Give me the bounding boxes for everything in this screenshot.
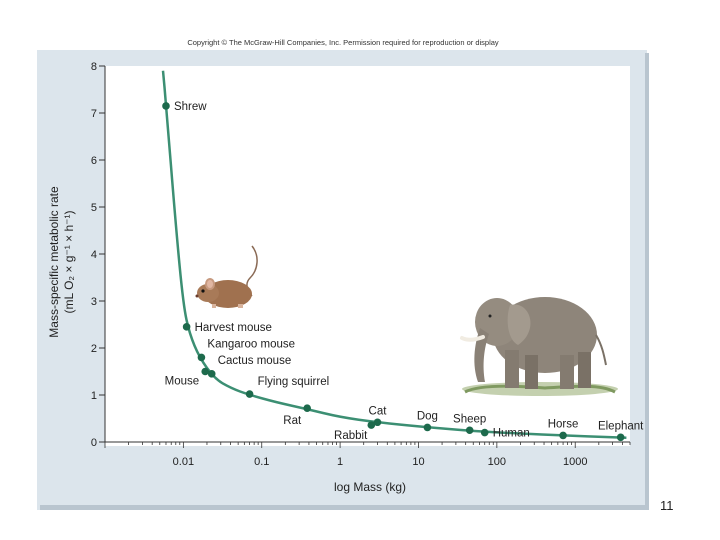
point-label: Cactus mouse [218,355,292,367]
data-point-rabbit [367,421,376,429]
x-tick-label: 100 [488,456,506,468]
panel-shadow-bottom [40,505,649,510]
y-tick-label: 5 [91,202,97,214]
x-axis-title: log Mass (kg) [334,480,406,494]
data-point-harvest-mouse [182,323,191,331]
data-point-flying-squirrel [245,390,254,398]
point-label: Rat [283,415,302,427]
x-tick-label: 1000 [563,456,587,468]
point-label: Dog [417,410,438,422]
curve-layer [161,70,627,440]
y-tick-label: 7 [91,108,97,120]
y-axis-units: (mL O₂ × g⁻¹ × h⁻¹) [62,211,76,314]
x-tick-label: 0.1 [254,456,269,468]
point-label: Harvest mouse [195,322,272,334]
point-label: Elephant [598,420,644,432]
y-axis-title: Mass-specific metabolic rate [47,186,61,338]
data-point-horse [559,431,567,440]
point-label: Kangaroo mouse [207,338,295,350]
y-tick-label: 8 [91,61,97,73]
point-label: Horse [548,418,579,430]
page-number: 11 [660,498,674,513]
y-tick-label: 0 [91,437,97,449]
data-point-cat [373,418,382,427]
point-label: Sheep [453,413,486,425]
fit-curve [161,70,627,440]
y-tick-label: 4 [91,249,97,261]
data-point-mouse [201,367,210,376]
axes: 0 1 2 3 4 5 6 7 8 0.01 0.1 1 10 100 1000 [91,61,631,468]
elephant-illustration [460,297,618,396]
point-label: Cat [369,405,388,417]
data-point-kangaroo-mouse [197,353,206,362]
x-tick-label: 0.01 [173,456,194,468]
data-point-shrew [162,102,170,110]
data-point-cactus-mouse [207,370,216,378]
points-layer: Shrew Harvest mouse Kangaroo mouse Mouse Cac… [162,101,644,442]
data-point-human [480,428,489,437]
data-point-dog [423,423,432,432]
x-tick-label: 10 [412,456,424,468]
mouse-illustration [195,245,258,308]
y-tick-label: 1 [91,390,97,402]
point-label: Mouse [165,376,200,388]
data-point-sheep [465,426,474,435]
point-label: Human [493,428,530,440]
panel-shadow [645,53,649,510]
x-tick-label: 1 [337,456,343,468]
point-label: Rabbit [334,430,368,442]
point-label: Flying squirrel [258,376,330,388]
y-tick-label: 3 [91,296,97,308]
point-label: Shrew [174,101,207,113]
data-point-rat [303,404,311,412]
y-axis-label: Mass-specific metabolic rate (mL O₂ × g⁻… [47,186,76,338]
y-tick-label: 6 [91,155,97,167]
copyright-text: Copyright © The McGraw-Hill Companies, I… [187,38,499,47]
data-point-elephant [616,433,625,442]
y-tick-label: 2 [91,343,97,355]
